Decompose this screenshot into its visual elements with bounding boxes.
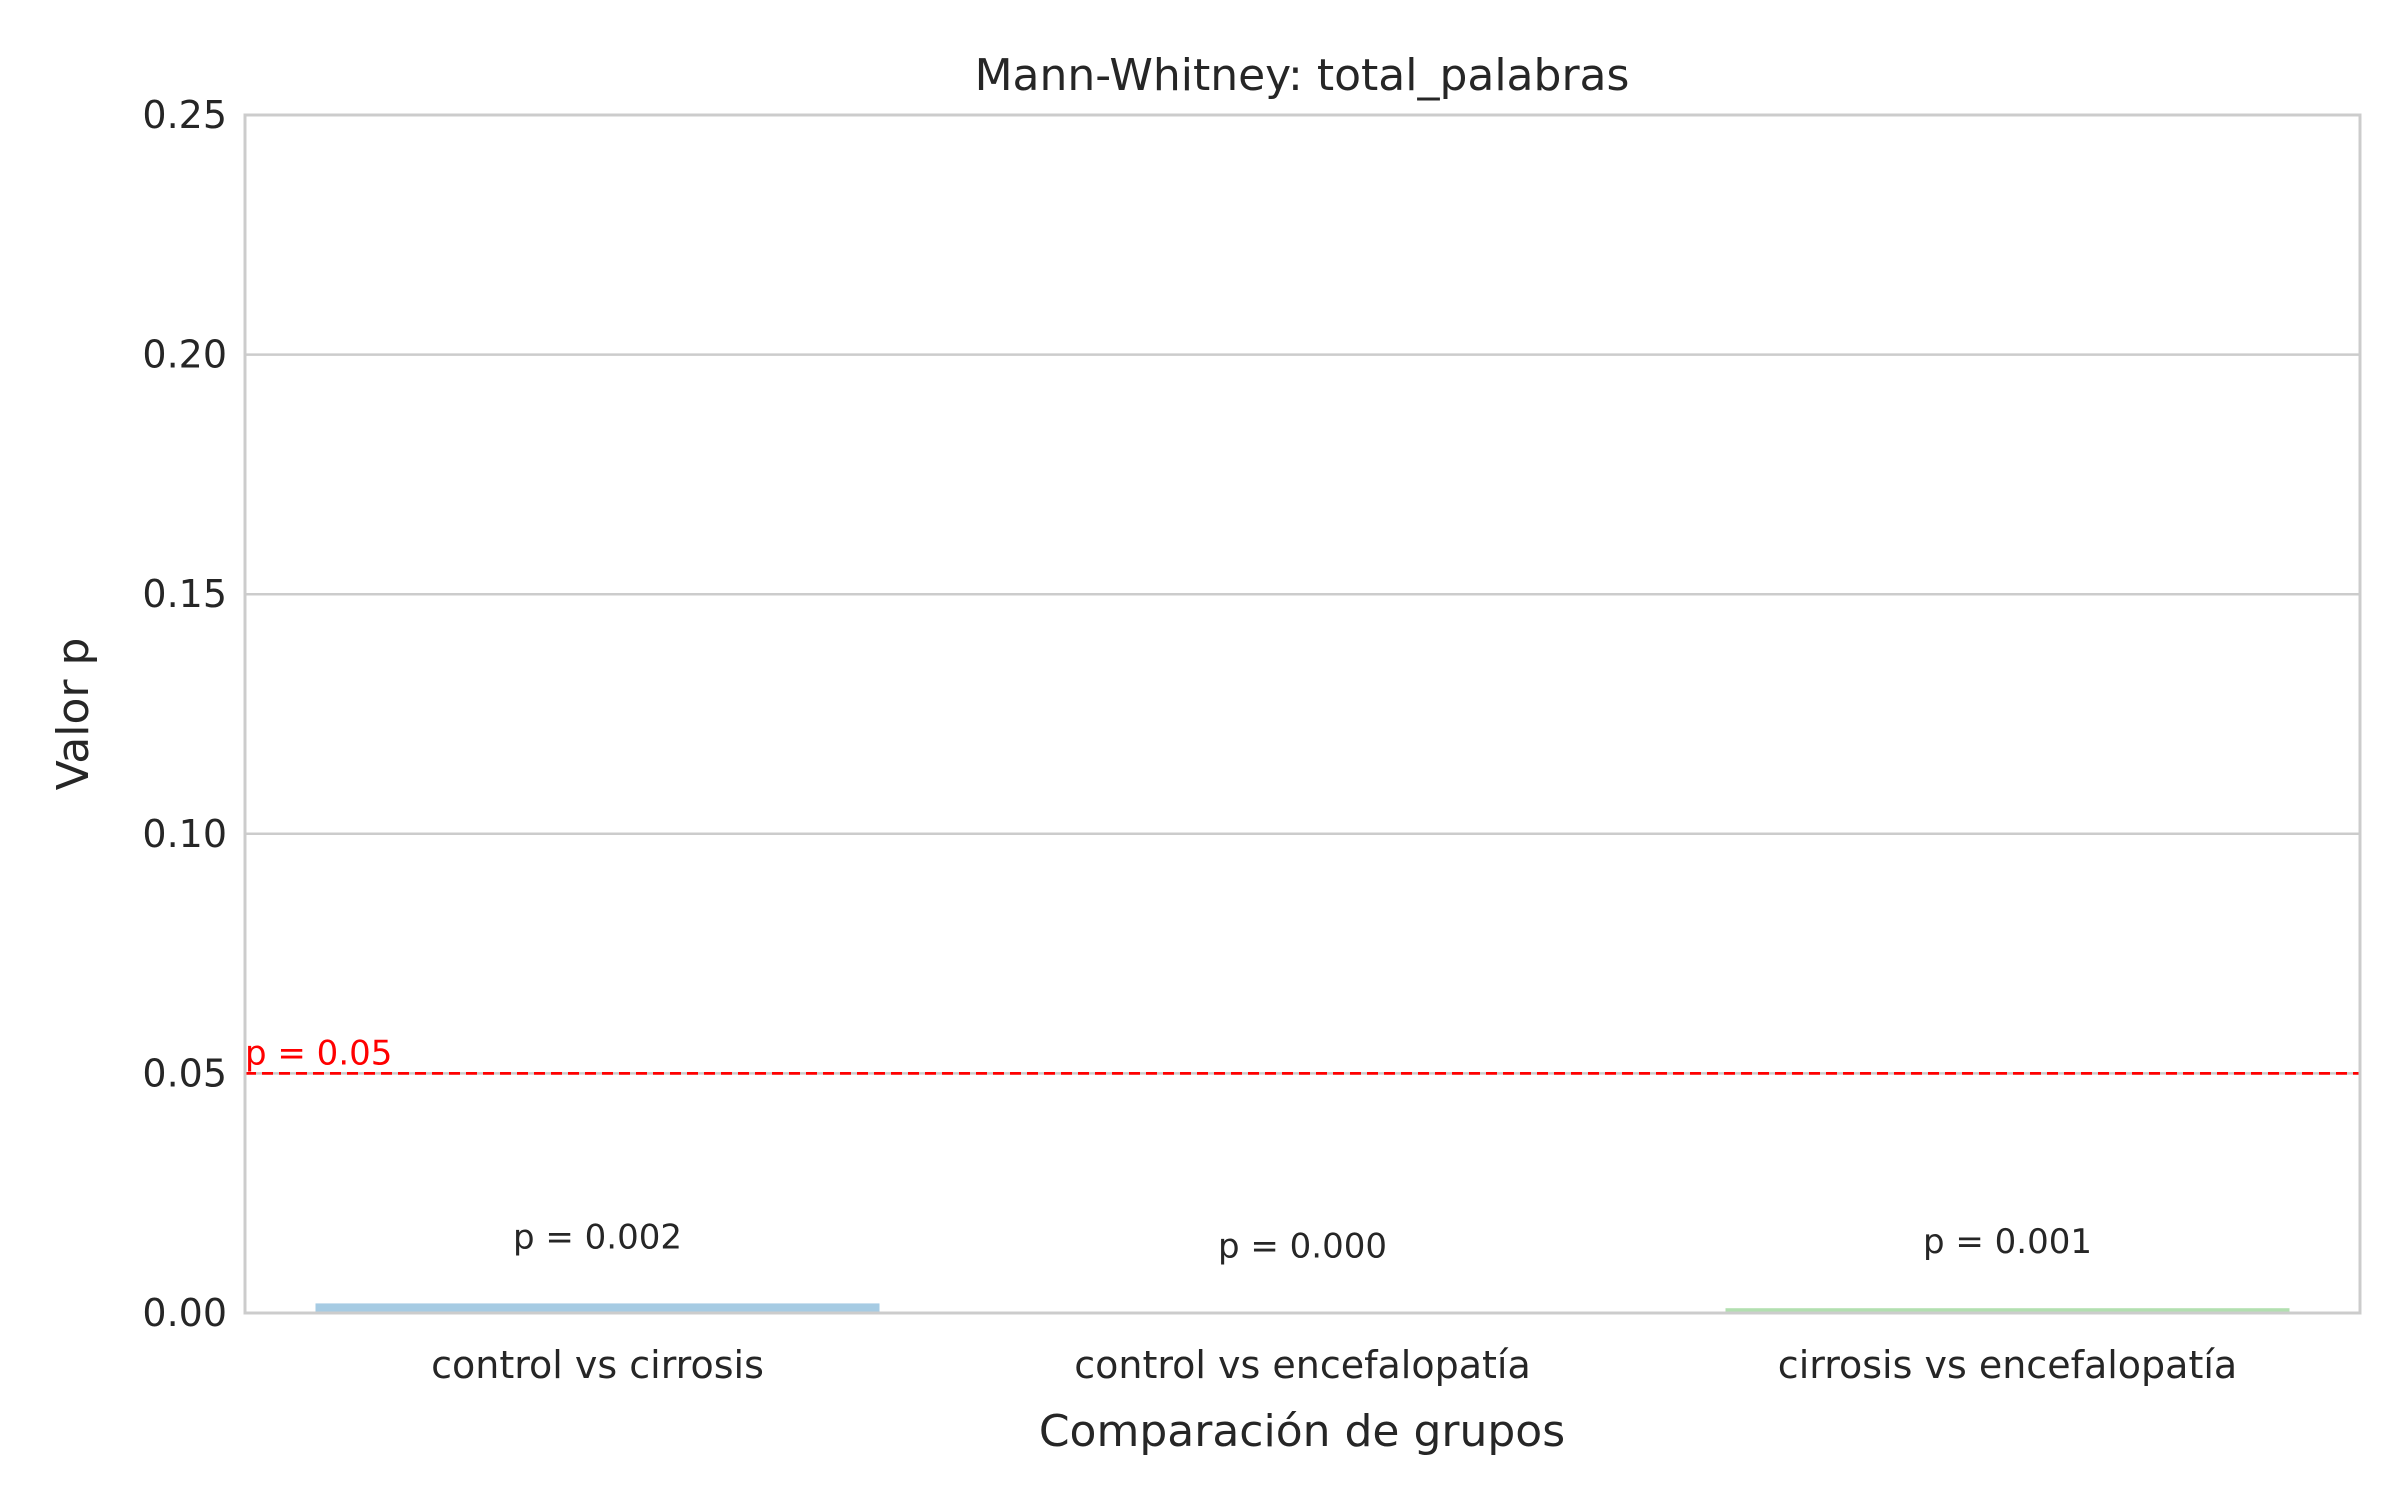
y-tick-label: 0.20 [142,333,227,377]
x-tick-labels: control vs cirrosis control vs encefalopa… [431,1343,2237,1387]
y-tick-label: 0.00 [142,1291,227,1335]
x-tick-label: cirrosis vs encefalopatía [1778,1343,2237,1387]
bar-value-label: p = 0.001 [1923,1222,2092,1262]
bar-value-labels: p = 0.002 p = 0.000 p = 0.001 [513,1217,2092,1266]
bar [315,1303,880,1313]
x-tick-label: control vs encefalopatía [1074,1343,1531,1387]
y-tick-label: 0.05 [142,1051,227,1095]
chart-title: Mann-Whitney: total_palabras [975,50,1630,101]
plot-frame [243,113,2362,1315]
threshold-label: p = 0.05 [245,1033,392,1073]
y-tick-labels: 0.00 0.05 0.10 0.15 0.20 0.25 [142,93,227,1335]
bar-value-label: p = 0.000 [1218,1227,1387,1267]
y-tick-label: 0.15 [142,572,227,616]
y-gridlines [245,113,2360,1315]
x-tick-label: control vs cirrosis [431,1343,764,1387]
bar [1725,1308,2290,1313]
y-tick-label: 0.25 [142,93,227,137]
y-tick-label: 0.10 [142,812,227,856]
x-axis-title: Comparación de grupos [1039,1406,1565,1457]
bar-value-label: p = 0.002 [513,1217,682,1257]
y-axis-title: Valor p [48,638,99,791]
threshold-group: p = 0.05 [245,1033,2360,1075]
